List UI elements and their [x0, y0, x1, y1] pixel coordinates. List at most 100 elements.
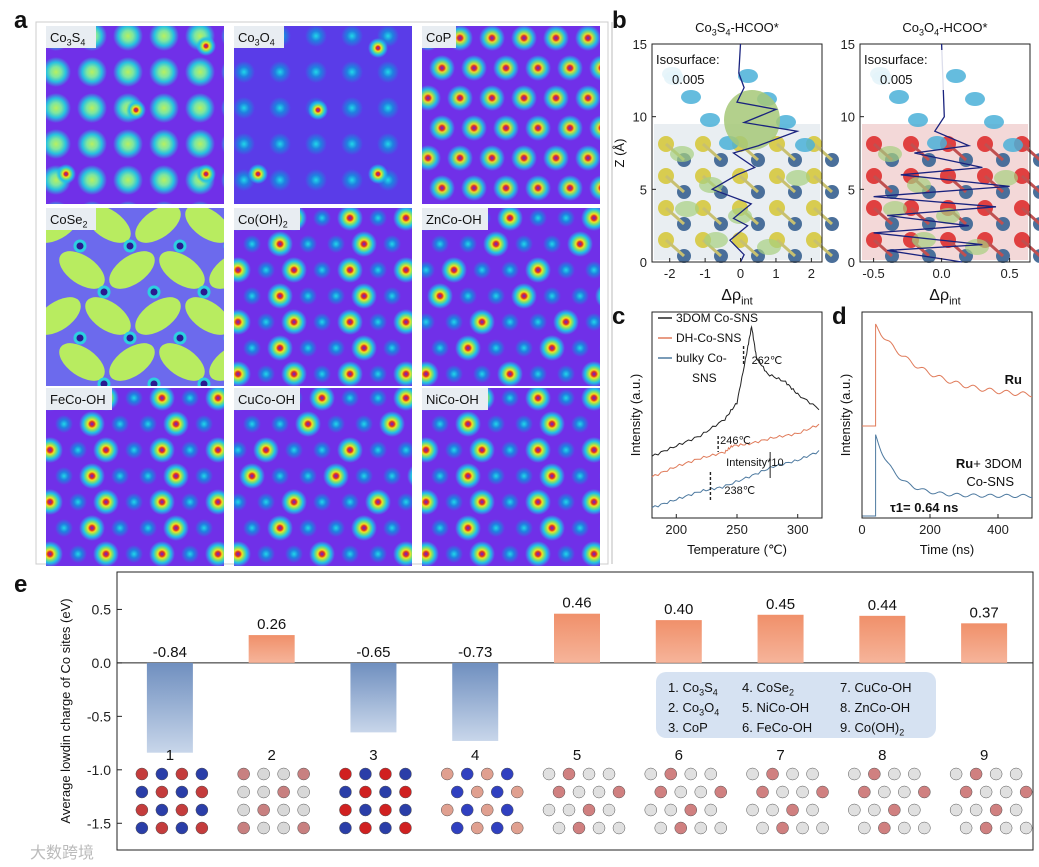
- ytick-label: 15: [841, 37, 855, 52]
- ytick-label: -1.5: [87, 815, 111, 831]
- atom: [766, 803, 779, 817]
- density-spot: [511, 283, 537, 309]
- map-label: FeCo-OH: [46, 388, 112, 410]
- tpd-curve-1: [651, 325, 820, 457]
- density-spot: [445, 313, 463, 331]
- density-spot: [313, 493, 331, 511]
- density-plot-2: 0 5 10 15 -0.5 0.0 0.5 Co3O4-HCOO* Isosurface: 0.…: [841, 20, 1039, 307]
- density-spot: [589, 55, 600, 81]
- density-spot: [281, 309, 307, 335]
- density-spot: [299, 519, 317, 537]
- density-spot: [557, 175, 583, 201]
- map-content: [234, 26, 412, 204]
- density-spot: [493, 115, 519, 141]
- density-spot: [221, 27, 224, 45]
- density-spot: [77, 129, 107, 159]
- density-spot: [271, 415, 289, 433]
- density-spot: [557, 545, 575, 563]
- density-spot: [501, 441, 519, 459]
- atom: [399, 785, 412, 799]
- density-spot: [377, 133, 399, 155]
- density-spot: [351, 515, 377, 541]
- density-plot-1: 0 5 10 15 -2 -1 0 1 2 Co3S4-HCOO* Isosurface: 0.005…: [612, 20, 839, 307]
- structure-thumb-5: [542, 767, 626, 835]
- density-spot: [422, 489, 439, 515]
- density-spot: [422, 361, 439, 386]
- density-spot: [269, 61, 291, 83]
- tpd-curve-2: [651, 423, 820, 478]
- density-spot: [543, 145, 569, 171]
- density-spot: [589, 175, 600, 201]
- plot-title: Co3O4-HCOO*: [902, 20, 987, 38]
- legend-label-cont: SNS: [692, 371, 717, 385]
- density-spot: [585, 313, 600, 331]
- atom: [470, 785, 484, 799]
- density-spot: [139, 519, 157, 537]
- atom: [500, 767, 514, 781]
- atom: [979, 821, 993, 835]
- density-spot: [234, 133, 255, 155]
- density-spot: [257, 493, 275, 511]
- map-label-text: FeCo-OH: [50, 392, 106, 407]
- panel-a-maps: Co3S4 Co3O4 CoP CoSe2 Co(OH)2 ZnCo-OH FeCo-OH C…: [35, 21, 613, 566]
- bond: [776, 174, 796, 194]
- density-spot: [599, 239, 600, 249]
- density-spot: [511, 26, 537, 51]
- map-label-bg: [46, 26, 96, 48]
- bar-value-label: -0.73: [458, 644, 492, 661]
- density-spot: [281, 489, 307, 515]
- density-spot: [309, 541, 335, 566]
- isosurface-label: Isosurface:: [656, 52, 720, 67]
- bond: [702, 142, 722, 162]
- ytick-label: 0: [640, 255, 647, 270]
- atom: [888, 803, 901, 817]
- structure-thumb-8: [848, 767, 931, 835]
- iso-label-bg: [862, 50, 946, 90]
- map-label: ZnCo-OH: [422, 208, 488, 230]
- density-spot: [557, 115, 583, 141]
- panel-e-bar-chart: 0.5 0.0 -0.5 -1.0 -1.5 Average lowdin charge …: [30, 571, 1034, 862]
- density-spot: [571, 339, 589, 357]
- panel-d-decay: 0 200 400 Time (ns) Intensity (a.u.) Ru Ru+ 3D…: [838, 311, 1033, 557]
- co-site-spot: [223, 335, 224, 341]
- ytick-label: 0.5: [92, 601, 112, 617]
- density-spot: [337, 309, 363, 335]
- density-spot: [411, 291, 412, 301]
- atom: [796, 785, 809, 799]
- density-spot: [163, 515, 189, 541]
- density-spot: [79, 515, 105, 541]
- atom: [379, 767, 392, 781]
- ytick-label: 15: [633, 37, 647, 52]
- density-spot: [185, 57, 215, 87]
- density-spot: [445, 365, 463, 383]
- density-spot: [461, 175, 487, 201]
- structure-thumb-4: [440, 767, 524, 835]
- density-spot: [431, 467, 449, 485]
- density-spot: [571, 287, 589, 305]
- density-spot: [487, 339, 505, 357]
- density-spot: [525, 489, 551, 515]
- density-spot: [407, 465, 412, 487]
- bond: [984, 174, 1004, 194]
- map-label: CoP: [422, 26, 456, 48]
- density-spot: [501, 493, 519, 511]
- atom: [195, 785, 209, 799]
- density-spot: [125, 493, 143, 511]
- atom: [654, 821, 668, 835]
- co-site-spot: [147, 377, 161, 386]
- atom: [674, 821, 688, 835]
- atom: [969, 803, 983, 817]
- density-spot: [221, 63, 224, 81]
- density-spot: [581, 208, 600, 231]
- atom: [510, 821, 524, 835]
- structure-label: 2: [267, 747, 275, 764]
- bond: [665, 238, 685, 258]
- density-spot: [571, 415, 589, 433]
- atom: [602, 767, 616, 781]
- density-spot: [195, 415, 213, 433]
- density-spot: [539, 515, 565, 541]
- xtick-label: 1: [772, 266, 779, 281]
- density-spot: [351, 283, 377, 309]
- legend-item-6: 6. FeCo-OH: [742, 720, 812, 735]
